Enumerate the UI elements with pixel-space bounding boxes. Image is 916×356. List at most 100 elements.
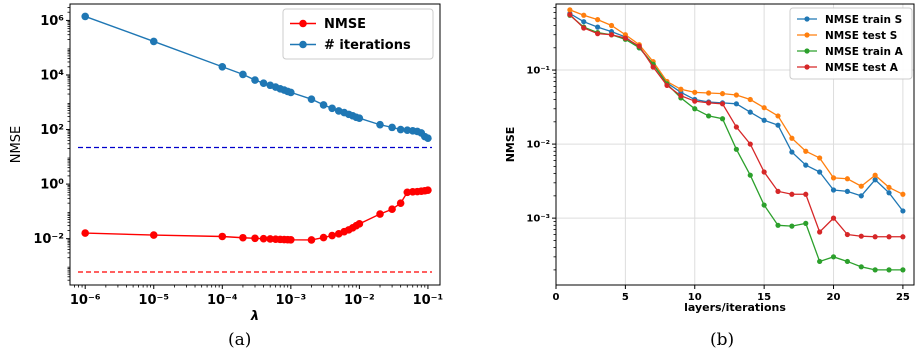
x-tick-label: 10⁻⁶ xyxy=(70,293,101,308)
legend-entry: NMSE test A xyxy=(797,62,899,74)
data-point xyxy=(830,215,837,221)
data-point xyxy=(218,62,227,71)
data-point xyxy=(830,175,837,181)
data-point xyxy=(678,93,684,99)
data-point xyxy=(388,123,396,132)
data-point xyxy=(581,19,587,25)
legend-entry: NMSE train S xyxy=(797,14,902,26)
data-point xyxy=(319,101,328,109)
data-point xyxy=(747,109,753,115)
data-point xyxy=(872,234,878,240)
legend-box xyxy=(789,7,913,80)
data-point xyxy=(692,106,698,112)
data-point xyxy=(761,202,767,208)
x-tick-label: 0 xyxy=(553,292,560,303)
y-axis-label: NMSE xyxy=(504,127,517,163)
data-point xyxy=(886,190,892,196)
data-point xyxy=(149,231,158,239)
legend-entry: NMSE test S xyxy=(797,30,897,42)
data-point xyxy=(761,117,767,123)
data-point xyxy=(376,210,384,218)
x-tick-label: 5 xyxy=(622,292,629,303)
data-point xyxy=(886,267,892,273)
data-point xyxy=(608,22,615,29)
data-point xyxy=(581,12,587,18)
data-point xyxy=(817,229,823,235)
data-point xyxy=(747,96,753,103)
legend-label: NMSE train A xyxy=(825,46,904,58)
legend-label: NMSE test S xyxy=(825,30,897,42)
data-point xyxy=(608,32,615,38)
data-point xyxy=(733,92,739,98)
data-point xyxy=(858,193,864,199)
y-tick-label: 10⁶ xyxy=(40,14,64,29)
y-tick-label: 10⁻² xyxy=(33,232,64,247)
legend-label: NMSE test A xyxy=(825,62,899,74)
data-point xyxy=(251,234,259,243)
data-point xyxy=(403,188,412,197)
data-point xyxy=(817,155,823,161)
data-point xyxy=(81,12,90,21)
legend-label: NMSE train S xyxy=(825,14,902,26)
data-point xyxy=(595,31,601,37)
data-point xyxy=(719,101,726,107)
data-point xyxy=(789,191,795,197)
data-point xyxy=(706,113,712,119)
data-point xyxy=(259,79,268,87)
data-point xyxy=(844,176,850,182)
data-point xyxy=(239,233,247,242)
caption-a: (a) xyxy=(228,330,252,350)
data-point xyxy=(844,231,850,238)
data-point xyxy=(692,98,698,104)
data-point xyxy=(388,205,396,214)
data-point xyxy=(789,149,795,155)
data-point xyxy=(733,101,739,107)
data-point xyxy=(251,76,259,84)
series-0 xyxy=(81,186,432,244)
data-point xyxy=(789,223,795,229)
y-tick-label: 10² xyxy=(40,123,64,138)
data-point xyxy=(424,134,432,143)
x-tick-label: 10⁻² xyxy=(344,293,375,308)
data-point xyxy=(747,172,753,178)
data-point xyxy=(396,125,405,134)
x-axis-label: λ xyxy=(250,309,259,324)
data-point xyxy=(328,231,336,240)
data-point xyxy=(747,141,753,147)
data-point xyxy=(817,258,823,265)
data-point xyxy=(844,188,850,194)
data-point xyxy=(886,184,892,191)
legend-entry: # iterations xyxy=(290,38,411,53)
chart-b: 0 5 10 15 20 25 10⁻³ 10⁻² 10⁻¹ layers/iterations N… xyxy=(504,3,915,314)
series-3 xyxy=(567,12,906,240)
data-point xyxy=(900,234,906,240)
data-point xyxy=(844,258,850,265)
legend-label: # iterations xyxy=(324,38,411,53)
data-point xyxy=(775,188,781,194)
legend-entry: NMSE train A xyxy=(797,46,904,58)
data-point xyxy=(719,91,726,97)
data-point xyxy=(900,208,906,214)
y-tick-label: 10⁻² xyxy=(526,140,550,151)
data-point xyxy=(872,172,878,178)
data-point xyxy=(733,124,739,130)
y-tick-label: 10⁴ xyxy=(40,69,64,84)
data-point xyxy=(678,86,684,92)
data-point xyxy=(567,12,573,18)
legend-swatch-marker xyxy=(299,40,307,49)
data-point xyxy=(775,122,781,128)
data-point xyxy=(886,234,892,240)
chart-a: 10⁻⁶ 10⁻⁵ 10⁻⁴ 10⁻³ 10⁻² 10⁻¹ 10⁻² 10⁰ 10² 10⁴ 10⁶… xyxy=(9,3,443,324)
plot-frame xyxy=(69,3,441,286)
y-tick-label: 10⁻³ xyxy=(526,214,550,225)
data-point xyxy=(396,199,405,207)
legend: NMSE train S NMSE test S NMSE train A NMSE … xyxy=(789,7,913,80)
data-point xyxy=(775,113,781,119)
data-point xyxy=(872,267,878,273)
data-point xyxy=(622,35,628,41)
data-point xyxy=(567,7,573,13)
legend-box xyxy=(282,8,434,60)
data-point xyxy=(376,120,384,129)
data-point xyxy=(719,116,726,122)
